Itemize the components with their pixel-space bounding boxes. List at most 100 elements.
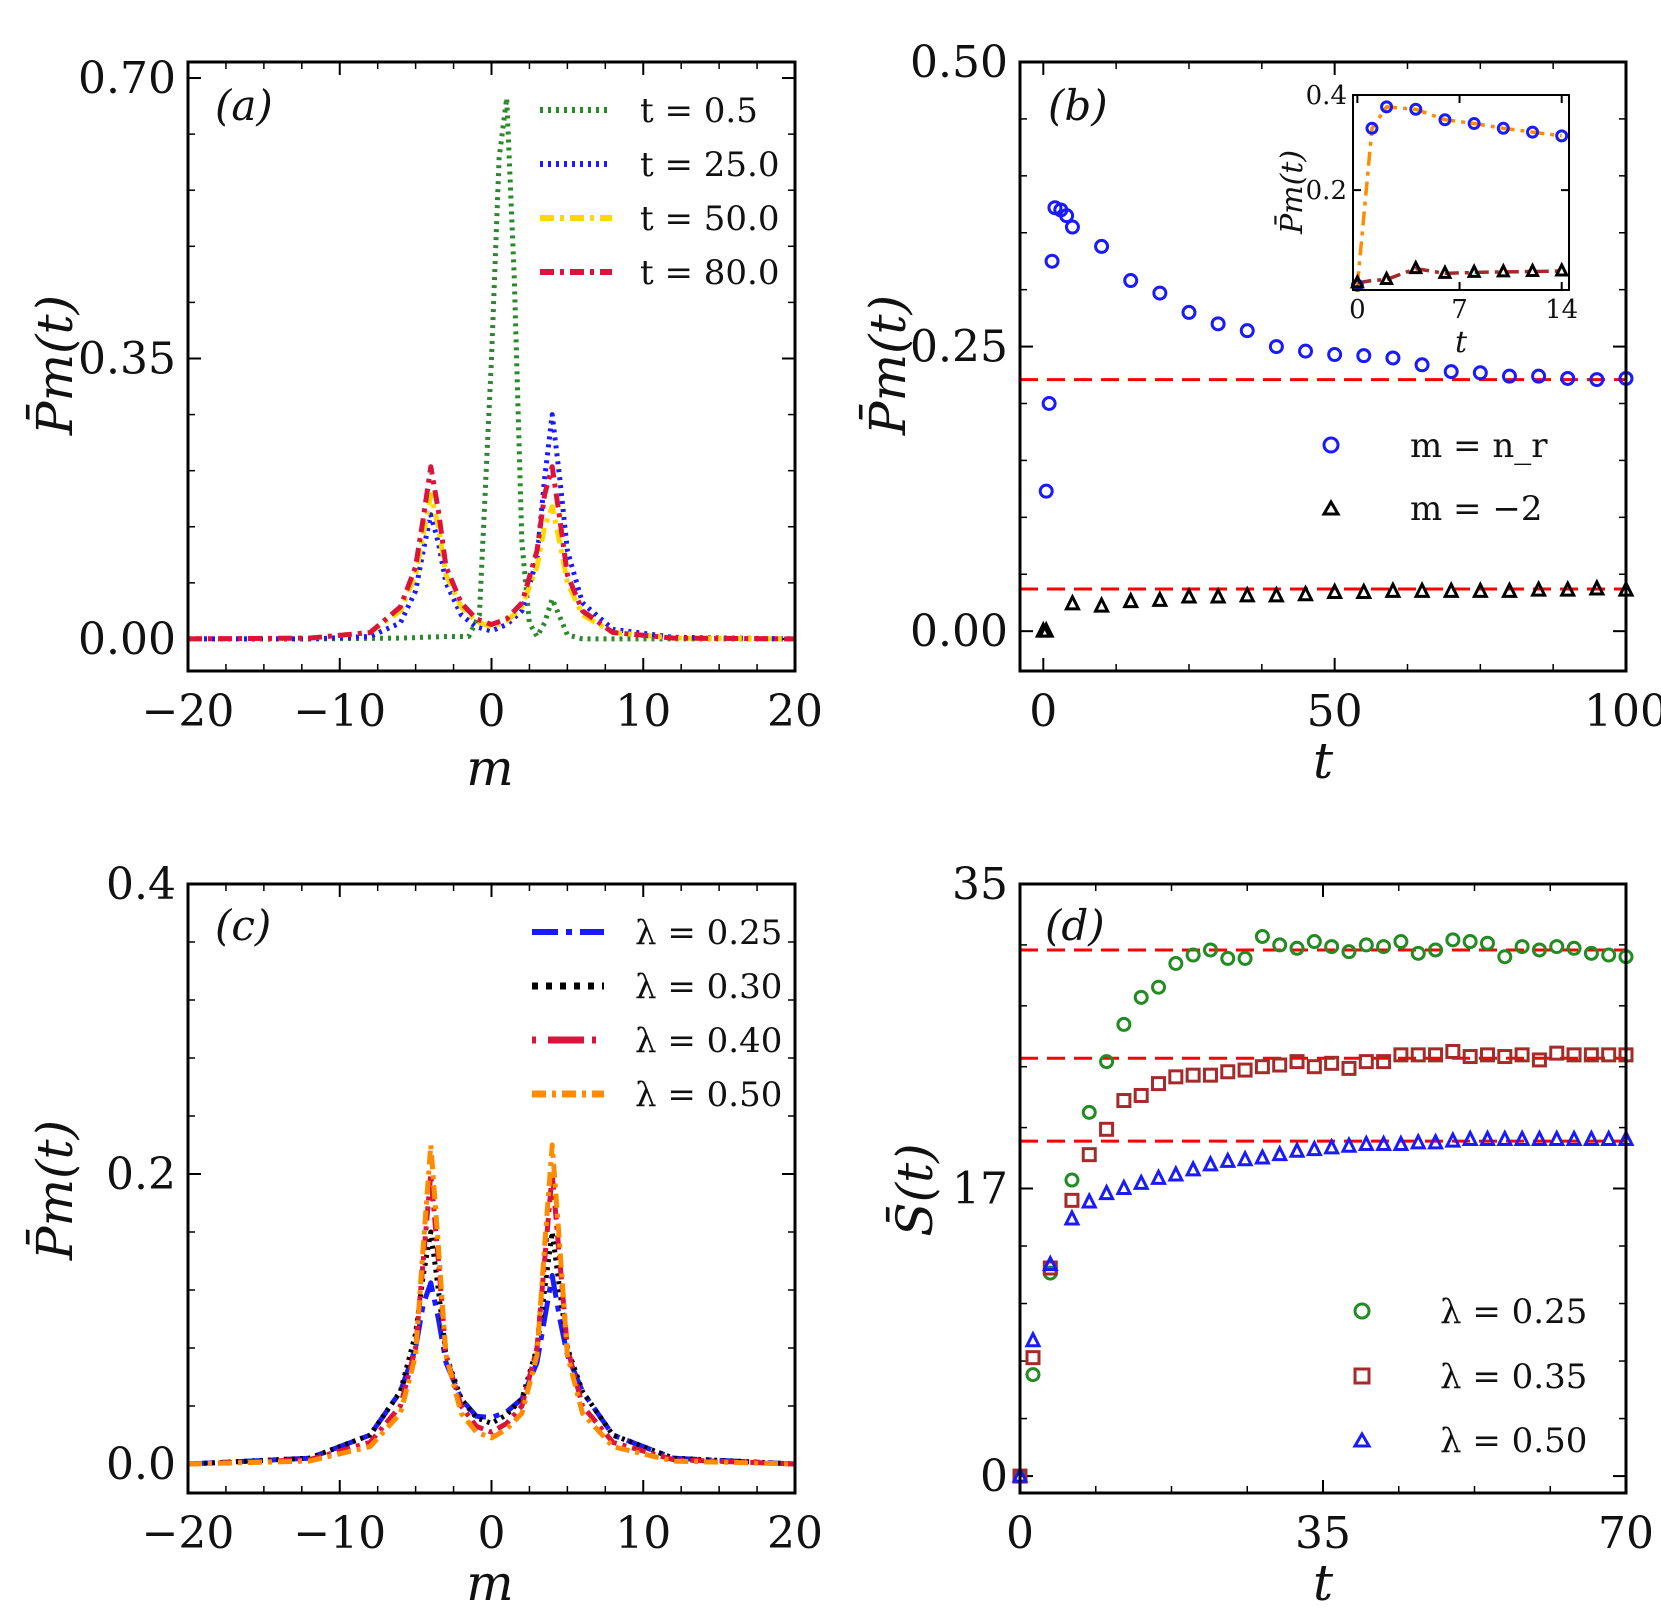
panel-c-frame (186, 882, 797, 1495)
series-line-a-2 (187, 492, 796, 642)
data-point-d-2 (1219, 1151, 1237, 1168)
y-tick-label-b: 0.00 (910, 606, 1008, 657)
y-tick-label-d: 35 (952, 859, 1008, 910)
y-tick-label-a: 0.00 (78, 614, 176, 665)
data-point-d-0 (1549, 939, 1565, 955)
x-tick-label-d: 35 (1295, 1508, 1351, 1559)
y-tick-label-d: 0 (980, 1451, 1008, 1502)
data-point-d-1 (1064, 1192, 1080, 1208)
data-point-d-2 (1513, 1129, 1531, 1146)
y-tick-label-b: 0.50 (910, 37, 1008, 88)
legend-label-d1: λ = 0.35 (1440, 1357, 1587, 1397)
data-point-d-0 (1254, 928, 1270, 944)
x-tick-label-a: −20 (142, 686, 235, 737)
series-line-a-0 (188, 95, 795, 642)
data-point-d-1 (1220, 1064, 1236, 1080)
data-point-d-0 (1168, 956, 1184, 972)
data-point-d-2 (1184, 1159, 1202, 1177)
data-point-d-0 (1566, 940, 1582, 956)
panel-a-xlabel: m (466, 739, 513, 797)
data-point-d-1 (1272, 1057, 1288, 1073)
panel-c-label: (c) (215, 901, 271, 950)
data-point-b-1 (1209, 586, 1227, 604)
data-point-d-1 (1081, 1147, 1097, 1163)
data-point-d-1 (1151, 1076, 1167, 1092)
data-point-b-0 (1152, 285, 1168, 301)
data-point-b-1 (1413, 580, 1431, 598)
data-point-d-1 (1324, 1055, 1340, 1071)
data-point-d-2 (1340, 1135, 1358, 1153)
data-point-d-0 (1324, 939, 1340, 955)
y-tick-label-c: 0.2 (106, 1149, 176, 1200)
data-point-d-0 (1099, 1054, 1115, 1070)
data-point-b-1 (1355, 582, 1373, 599)
data-point-d-1 (1514, 1047, 1530, 1063)
data-point-b-1 (1501, 580, 1518, 598)
x-tick-label-a: −10 (293, 686, 386, 737)
panel-b-inset: 0 7 14 0.2 0.4 t P̄m(t) (1274, 81, 1579, 360)
panel-d-ylabel: S̄(t) (885, 1143, 944, 1236)
data-point-inset-1 (1409, 102, 1423, 116)
x-tick-label-c: −10 (293, 1508, 386, 1559)
legend-label-c0: λ = 0.25 (635, 913, 782, 953)
series-line-a-3 (187, 464, 796, 642)
data-point-d-0 (1151, 979, 1167, 995)
data-point-d-1 (1237, 1062, 1253, 1078)
data-point-inset-1 (1365, 121, 1379, 135)
data-point-b-0 (1038, 483, 1054, 499)
data-point-b-1 (1442, 580, 1460, 598)
data-point-b-1 (1122, 591, 1140, 609)
data-point-d-0 (1601, 947, 1617, 963)
data-point-inset-3 (1525, 262, 1540, 277)
data-point-d-1 (1497, 1049, 1513, 1065)
data-point-d-0 (1531, 942, 1547, 958)
data-point-d-2 (1167, 1164, 1185, 1182)
data-point-d-0 (1289, 940, 1305, 956)
data-point-inset-3 (1379, 270, 1394, 286)
data-point-d-0 (1583, 945, 1599, 961)
data-point-inset-3 (1466, 263, 1482, 278)
legend-label-c2: λ = 0.40 (635, 1021, 782, 1061)
series-line-c-1 (187, 1229, 796, 1467)
inset-background (1353, 95, 1569, 290)
data-point-b-0 (1123, 273, 1139, 289)
data-point-d-2 (1548, 1129, 1566, 1146)
data-point-inset-3 (1408, 259, 1424, 275)
data-point-inset-1 (1380, 100, 1394, 114)
data-point-d-0 (1306, 934, 1322, 950)
panel-d: 0 35 70 0 17 35 (d) t S̄(t) λ = 0.25 λ = 0.35… (885, 859, 1654, 1612)
data-point-d-0 (1064, 1172, 1080, 1188)
series-line-c-3 (187, 1142, 796, 1467)
legend-marker-d2 (1352, 1431, 1372, 1448)
data-point-b-0 (1589, 372, 1605, 388)
data-point-d-2 (1150, 1167, 1167, 1185)
y-tick-label-c: 0.4 (106, 859, 176, 910)
data-point-d-1 (1341, 1060, 1357, 1076)
data-point-d-2 (1582, 1129, 1600, 1146)
y-tick-label-inset: 0.4 (1306, 81, 1347, 111)
panel-d-label: (d) (1045, 901, 1105, 950)
data-point-d-1 (1462, 1049, 1478, 1065)
inset-xlabel: t (1455, 325, 1468, 360)
legend-marker-d1 (1353, 1367, 1371, 1385)
y-tick-label-a: 0.35 (78, 333, 176, 384)
data-point-d-2 (1444, 1130, 1462, 1148)
data-point-d-0 (1497, 949, 1513, 965)
data-point-d-2 (1063, 1208, 1081, 1226)
data-point-d-2 (1323, 1137, 1341, 1155)
y-tick-label-inset: 0.2 (1306, 176, 1347, 206)
x-tick-label-b: 50 (1307, 686, 1363, 737)
data-point-b-1 (1384, 580, 1402, 598)
data-point-d-1 (1410, 1047, 1426, 1063)
data-point-d-1 (1566, 1047, 1582, 1063)
data-point-d-0 (1445, 932, 1461, 948)
y-tick-label-a: 0.70 (78, 53, 176, 104)
data-point-d-0 (1202, 942, 1218, 958)
legend-label-c3: λ = 0.50 (635, 1075, 782, 1115)
panel-d-frame (1018, 882, 1628, 1495)
panel-a-label: (a) (215, 81, 273, 130)
data-point-d-1 (1202, 1067, 1218, 1083)
data-point-d-2 (1409, 1132, 1427, 1150)
data-point-d-0 (1462, 934, 1478, 950)
data-point-d-2 (1305, 1139, 1323, 1157)
